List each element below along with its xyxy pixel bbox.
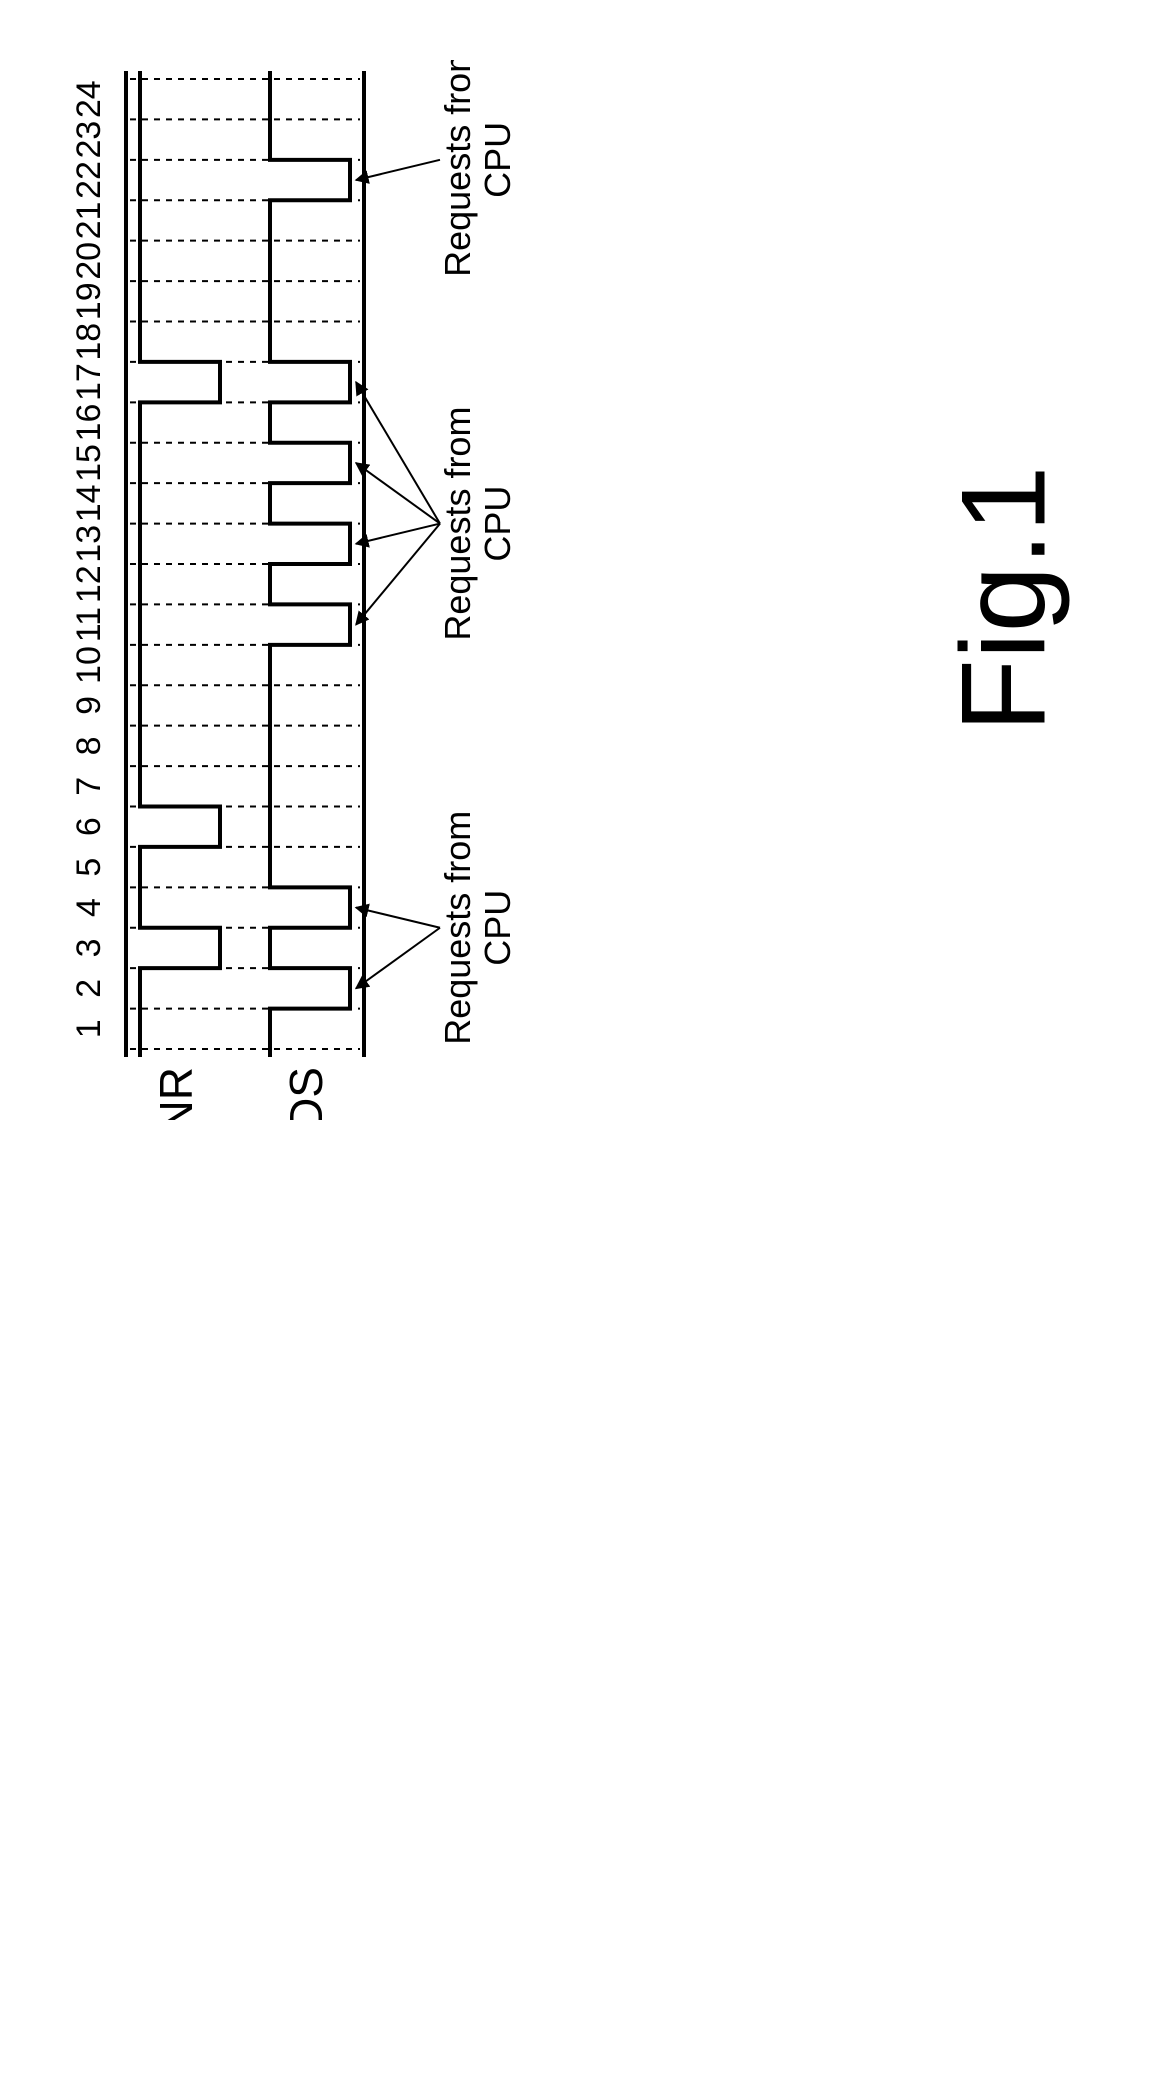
request-arrow <box>356 524 440 625</box>
cycle-number: 14 <box>70 484 108 522</box>
requests-label-line2: CPU <box>477 486 518 562</box>
cycle-number: 18 <box>70 323 108 361</box>
cycle-number: 20 <box>70 242 108 280</box>
request-arrow <box>356 463 440 524</box>
requests-label-line1: Requests from <box>437 60 478 277</box>
request-arrow <box>356 524 440 544</box>
request-arrow <box>356 928 440 989</box>
request-arrow <box>356 160 440 180</box>
cycle-number: 17 <box>70 363 108 401</box>
cycle-number: 8 <box>70 736 108 755</box>
cycle-number: 4 <box>70 898 108 917</box>
cycle-number: 12 <box>70 565 108 603</box>
cycle-number: 13 <box>70 525 108 563</box>
cycle-number: 5 <box>70 858 108 877</box>
requests-label-line1: Requests from <box>437 811 478 1045</box>
cycle-number: 9 <box>70 696 108 715</box>
cycle-number: 15 <box>70 444 108 482</box>
cycle-number: 1 <box>70 1019 108 1038</box>
request-arrow <box>356 908 440 928</box>
requests-label-line1: Requests from <box>437 407 478 641</box>
cycle-number: 10 <box>70 646 108 684</box>
cycle-number: 22 <box>70 161 108 199</box>
cycle-number: 21 <box>70 202 108 240</box>
cycle-number: 11 <box>70 607 108 642</box>
cycle-number: 7 <box>70 777 108 796</box>
cycle-number: 24 <box>70 80 108 118</box>
cycle-number: 19 <box>70 282 108 320</box>
ads-label: ADS <box>280 1067 332 1120</box>
requests-label-line2: CPU <box>477 890 518 966</box>
cycle-number: 6 <box>70 817 108 836</box>
bnr-label: BNR <box>150 1067 202 1120</box>
cycle-number: 23 <box>70 121 108 159</box>
cycle-number: 2 <box>70 979 108 998</box>
request-arrow <box>356 382 440 523</box>
requests-label-line2: CPU <box>477 122 518 198</box>
ads-waveform <box>270 71 350 1057</box>
cycle-number: 3 <box>70 938 108 957</box>
figure-caption-line1: Fig.1 <box>934 466 1072 733</box>
cycle-number: 16 <box>70 404 108 442</box>
